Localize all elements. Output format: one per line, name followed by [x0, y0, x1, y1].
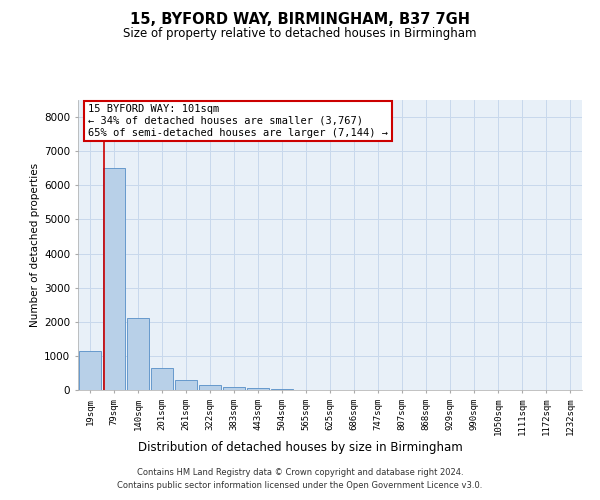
Bar: [247, 388, 269, 390]
Text: Contains public sector information licensed under the Open Government Licence v3: Contains public sector information licen…: [118, 482, 482, 490]
Text: Size of property relative to detached houses in Birmingham: Size of property relative to detached ho…: [123, 28, 477, 40]
Text: Contains HM Land Registry data © Crown copyright and database right 2024.: Contains HM Land Registry data © Crown c…: [137, 468, 463, 477]
Y-axis label: Number of detached properties: Number of detached properties: [30, 163, 40, 327]
Text: Distribution of detached houses by size in Birmingham: Distribution of detached houses by size …: [137, 441, 463, 454]
Bar: [199, 385, 221, 390]
Bar: [151, 368, 173, 390]
Text: 15, BYFORD WAY, BIRMINGHAM, B37 7GH: 15, BYFORD WAY, BIRMINGHAM, B37 7GH: [130, 12, 470, 28]
Bar: [223, 386, 245, 390]
Bar: [127, 318, 149, 390]
Bar: [271, 389, 293, 390]
Bar: [79, 351, 101, 390]
Text: 15 BYFORD WAY: 101sqm
← 34% of detached houses are smaller (3,767)
65% of semi-d: 15 BYFORD WAY: 101sqm ← 34% of detached …: [88, 104, 388, 138]
Bar: [175, 380, 197, 390]
Bar: [103, 168, 125, 390]
